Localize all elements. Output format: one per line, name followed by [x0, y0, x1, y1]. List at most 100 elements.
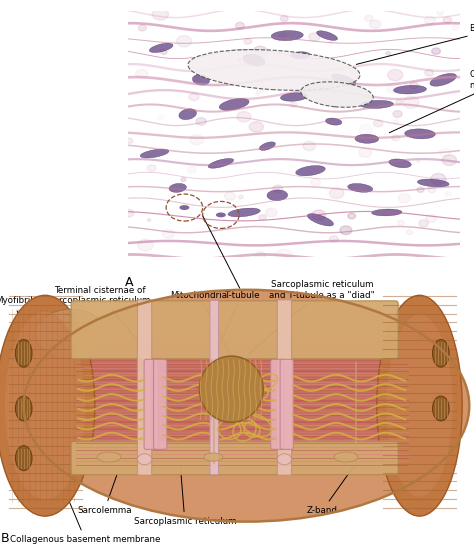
Circle shape [196, 118, 206, 125]
Ellipse shape [188, 50, 360, 91]
Circle shape [138, 25, 146, 31]
Circle shape [273, 185, 283, 193]
Circle shape [158, 115, 164, 120]
Circle shape [428, 187, 436, 193]
Circle shape [312, 210, 326, 220]
Text: Blood vessels: Blood vessels [356, 24, 474, 65]
Circle shape [123, 209, 134, 217]
Text: Terminal cisternae of
sarcoplasmic reticulum: Terminal cisternae of sarcoplasmic retic… [49, 285, 154, 359]
Circle shape [328, 41, 332, 44]
Ellipse shape [192, 75, 210, 85]
FancyBboxPatch shape [137, 300, 152, 475]
Circle shape [237, 112, 251, 122]
Ellipse shape [433, 339, 449, 367]
Circle shape [255, 86, 264, 92]
Ellipse shape [271, 30, 303, 41]
Text: Cardiac myocyte
nuclei: Cardiac myocyte nuclei [389, 70, 474, 132]
Ellipse shape [301, 82, 373, 107]
Circle shape [181, 178, 186, 182]
Circle shape [290, 102, 297, 107]
Circle shape [198, 70, 204, 74]
Circle shape [136, 70, 148, 78]
Ellipse shape [149, 43, 173, 52]
Ellipse shape [36, 309, 107, 359]
Ellipse shape [281, 93, 307, 101]
Circle shape [410, 82, 419, 89]
Ellipse shape [389, 159, 411, 168]
Ellipse shape [179, 205, 189, 210]
Ellipse shape [430, 73, 456, 86]
Circle shape [398, 194, 410, 203]
Circle shape [425, 70, 434, 76]
Circle shape [176, 36, 192, 47]
Text: Sarcoplasmic reticulum: Sarcoplasmic reticulum [134, 465, 236, 526]
Circle shape [396, 99, 402, 104]
Text: Collagenous basement membrane: Collagenous basement membrane [10, 475, 161, 544]
Ellipse shape [15, 396, 32, 421]
Text: Myofibril: Myofibril [0, 296, 33, 362]
Ellipse shape [307, 214, 334, 226]
Circle shape [330, 103, 338, 109]
Ellipse shape [326, 118, 342, 125]
Circle shape [249, 121, 264, 132]
Circle shape [403, 96, 419, 108]
Circle shape [225, 192, 236, 200]
Circle shape [265, 208, 277, 217]
FancyBboxPatch shape [271, 359, 284, 449]
Text: Mitochondria: Mitochondria [171, 291, 230, 354]
Circle shape [374, 120, 383, 127]
Ellipse shape [97, 452, 121, 462]
Circle shape [255, 252, 265, 259]
Circle shape [309, 33, 320, 41]
Text: A: A [125, 277, 133, 289]
Circle shape [442, 155, 456, 166]
Circle shape [432, 48, 440, 55]
Ellipse shape [208, 158, 234, 168]
Ellipse shape [199, 356, 264, 422]
Circle shape [303, 141, 316, 151]
Circle shape [452, 25, 459, 30]
Ellipse shape [0, 295, 95, 516]
Circle shape [238, 59, 241, 61]
Circle shape [359, 125, 372, 134]
Circle shape [426, 215, 437, 222]
Ellipse shape [348, 183, 373, 192]
Circle shape [126, 138, 133, 144]
Circle shape [365, 15, 373, 22]
Circle shape [439, 148, 451, 157]
Ellipse shape [372, 209, 402, 216]
FancyBboxPatch shape [144, 359, 157, 449]
Circle shape [388, 70, 403, 81]
Ellipse shape [243, 54, 265, 66]
Ellipse shape [317, 31, 337, 40]
Circle shape [152, 8, 169, 20]
Ellipse shape [386, 315, 453, 497]
Circle shape [443, 17, 452, 23]
Text: Z-band: Z-band [307, 465, 355, 515]
Circle shape [387, 83, 399, 93]
Circle shape [424, 16, 436, 24]
Circle shape [392, 135, 400, 141]
Circle shape [244, 39, 252, 44]
Circle shape [275, 249, 292, 262]
Ellipse shape [5, 312, 85, 500]
Text: Intercalated
disks: Intercalated disks [202, 215, 275, 313]
Ellipse shape [433, 396, 449, 421]
Circle shape [253, 46, 268, 57]
FancyBboxPatch shape [154, 359, 167, 449]
Circle shape [417, 187, 424, 193]
Circle shape [193, 77, 201, 82]
Circle shape [238, 195, 243, 199]
Circle shape [393, 110, 402, 118]
Circle shape [431, 173, 446, 185]
Ellipse shape [291, 52, 310, 59]
Ellipse shape [204, 453, 223, 461]
Circle shape [279, 33, 286, 39]
Circle shape [386, 51, 391, 55]
Circle shape [407, 230, 412, 235]
Circle shape [237, 67, 240, 70]
Ellipse shape [216, 213, 226, 217]
Circle shape [189, 93, 199, 100]
Circle shape [437, 10, 443, 15]
FancyBboxPatch shape [277, 300, 292, 475]
